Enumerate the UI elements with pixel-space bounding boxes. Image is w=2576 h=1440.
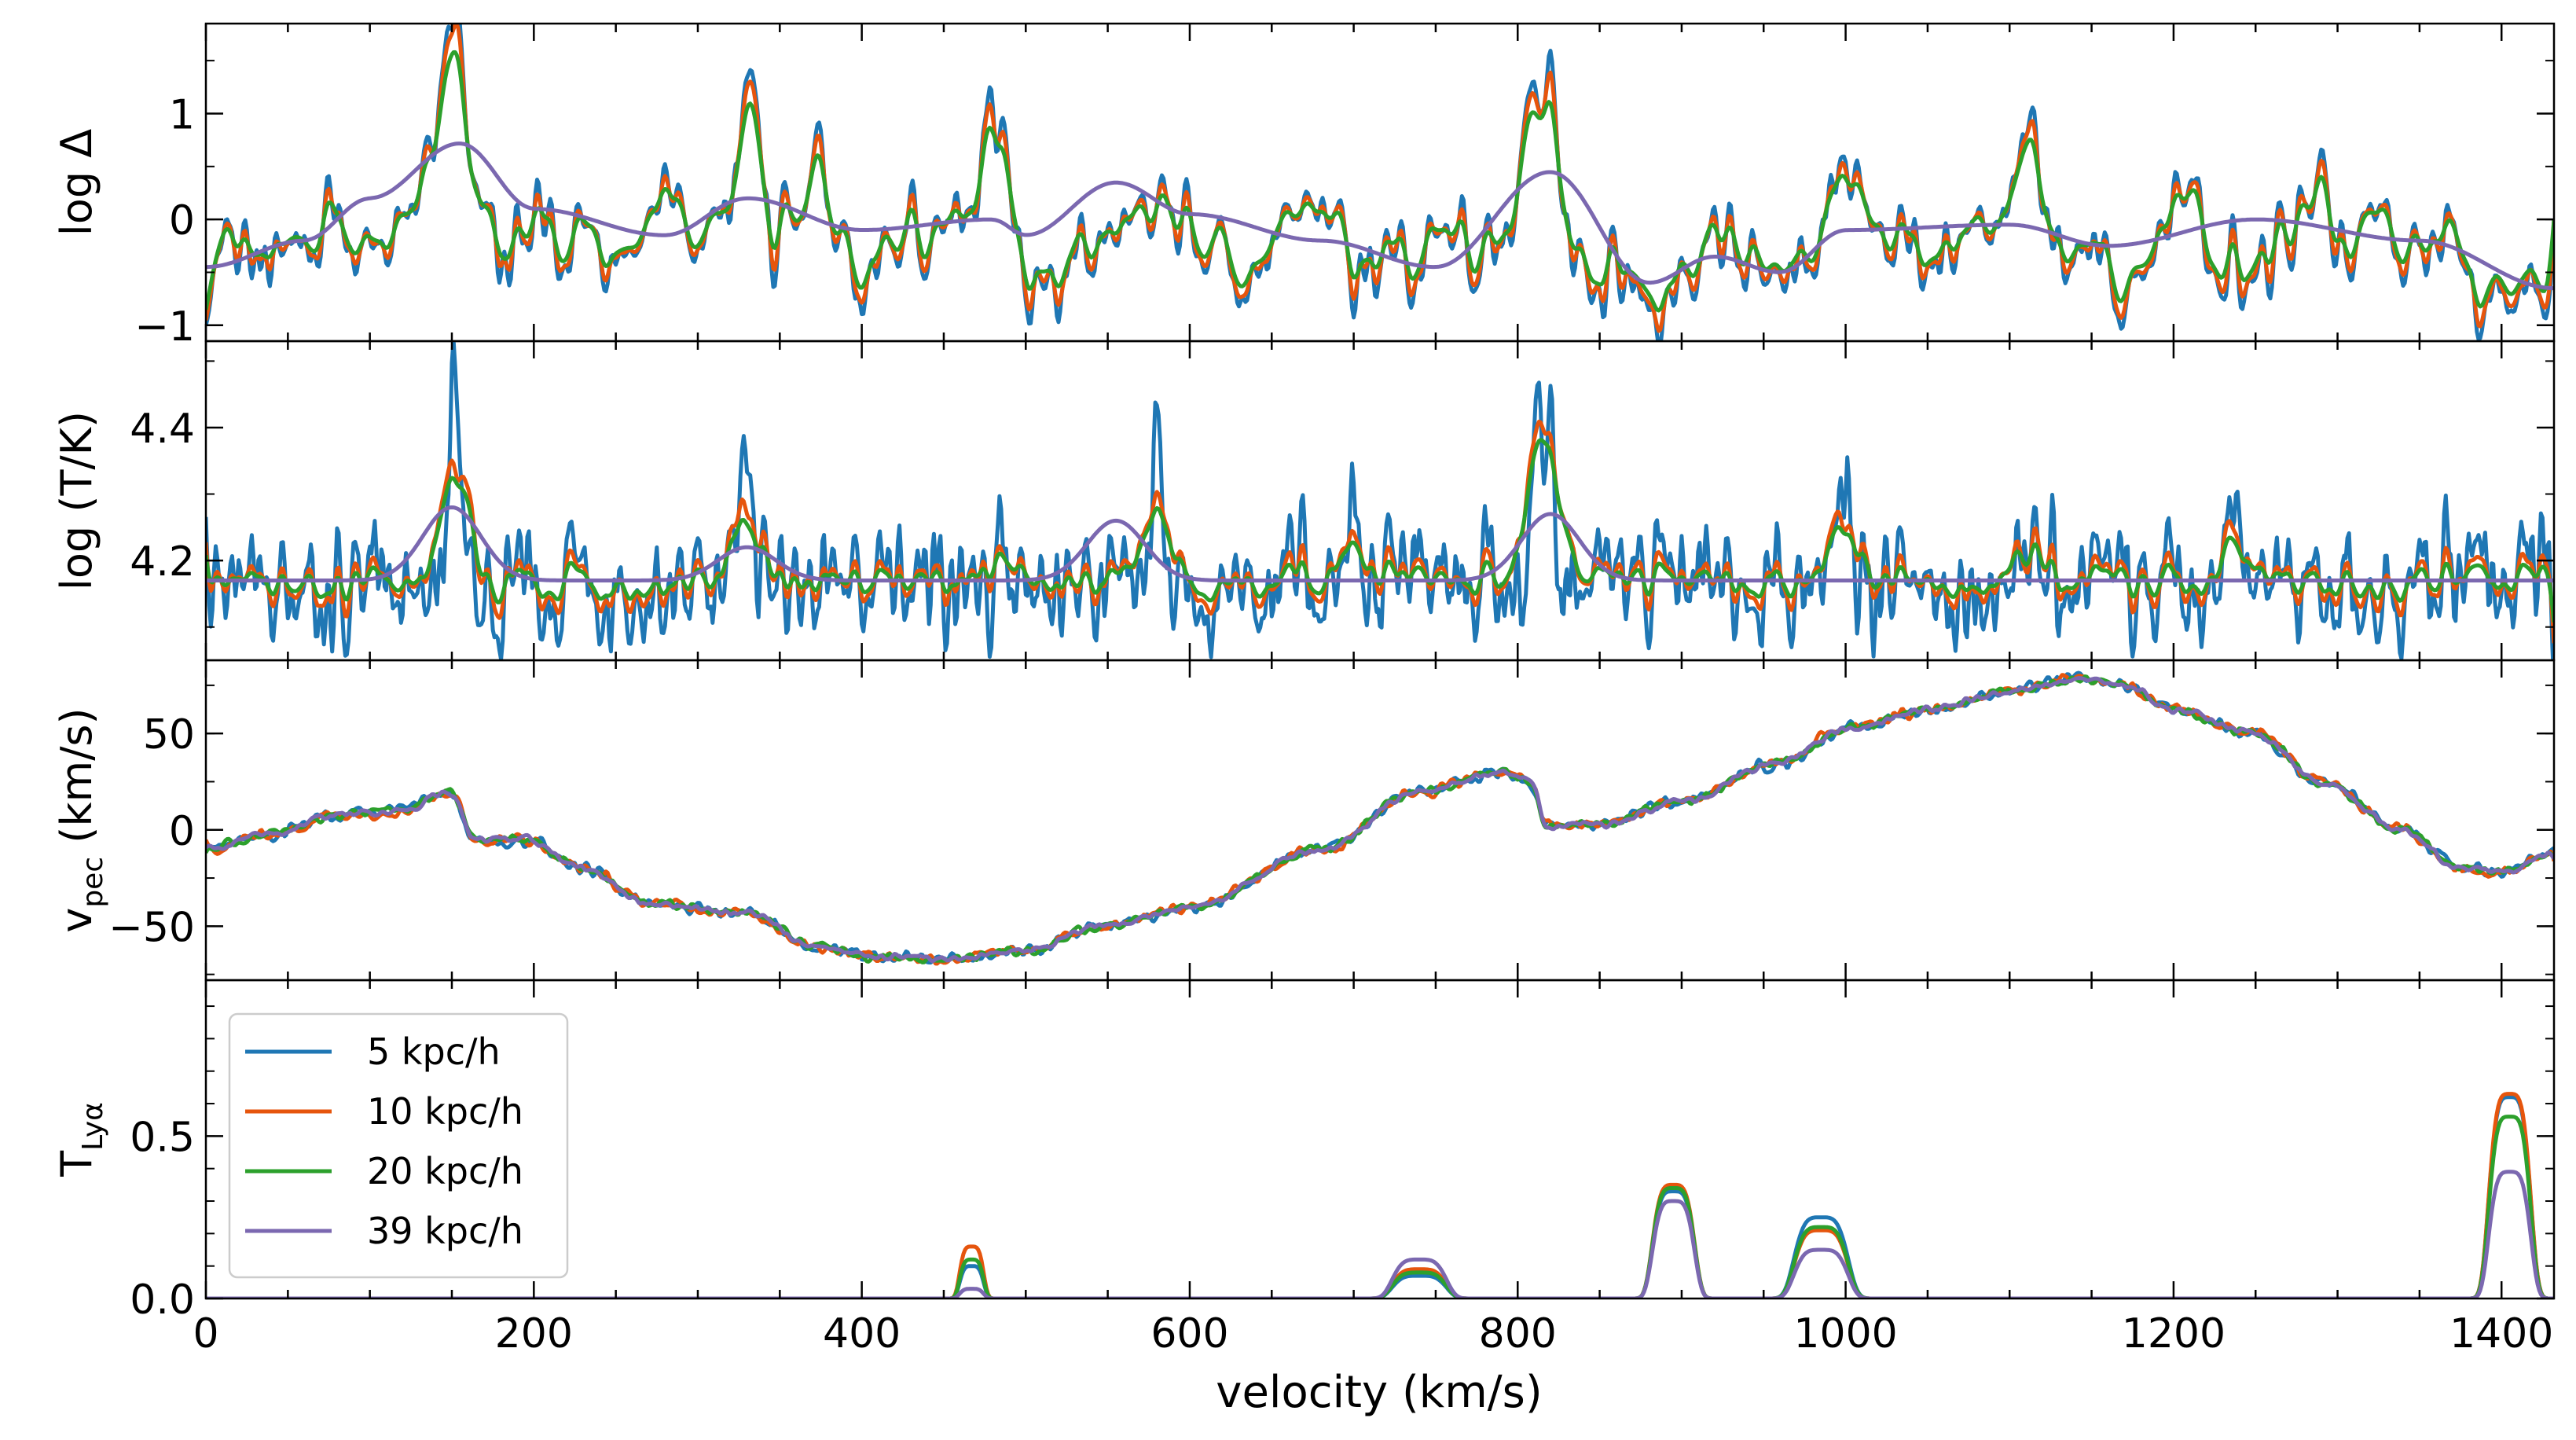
- y-label-main: v: [52, 908, 101, 933]
- y-label-suffix: (km/s): [52, 707, 101, 857]
- legend-label: 5 kpc/h: [367, 1030, 501, 1073]
- panel-transmission: 0.0 0.5 TLyα 0 200 400 600 800 1000 1200 1400 5 kpc…: [52, 979, 2556, 1357]
- y-tick-label: 0.0: [130, 1277, 195, 1324]
- series-line-39-kpc-h: [206, 505, 2554, 582]
- x-axis-label: velocity (km/s): [1216, 1367, 1542, 1418]
- panel-vpec: −50 0 50 vpec (km/s): [52, 659, 2556, 982]
- legend: 5 kpc/h 10 kpc/h 20 kpc/h 39 kpc/h: [228, 1012, 569, 1279]
- y-tick-label: 4.2: [130, 538, 195, 586]
- legend-label: 10 kpc/h: [367, 1090, 523, 1133]
- series-line-39-kpc-h: [206, 141, 2554, 291]
- x-tick-label: 1200: [2122, 1310, 2226, 1357]
- y-tick-label: −1: [134, 303, 195, 351]
- series-line-20-kpc-h: [206, 50, 2554, 313]
- y-label-sub: Lyα: [77, 1102, 109, 1151]
- legend-label: 20 kpc/h: [367, 1150, 523, 1192]
- x-tick-label: 0: [193, 1310, 218, 1357]
- panel-temperature: 4.2 4.4 log (T/K): [52, 340, 2556, 662]
- series-group: [206, 341, 2554, 660]
- panels-layer: −1 0 1 log Δ 4.2 4.4 log (T/K) −50 0 50 vpec (km/s…: [52, 22, 2556, 1357]
- series-group: [206, 670, 2554, 966]
- x-tick-label: 1400: [2449, 1310, 2553, 1357]
- legend-frame: [228, 1012, 569, 1279]
- y-tick-label: 0.5: [130, 1114, 195, 1161]
- series-line-20-kpc-h: [206, 438, 2554, 623]
- y-tick-label: 4.4: [130, 406, 195, 453]
- panel-frame: [204, 979, 2556, 1300]
- y-axis-label: vpec (km/s): [52, 707, 109, 932]
- x-tick-label: 600: [1150, 1310, 1228, 1357]
- y-axis-label: TLyα: [52, 1102, 109, 1177]
- series-group: [206, 24, 2554, 341]
- series-line-39-kpc-h: [206, 676, 2554, 964]
- y-tick-label: −50: [108, 904, 195, 951]
- y-tick-label: 1: [169, 91, 195, 138]
- y-label-main: log Δ: [52, 129, 101, 236]
- y-label-main: log (T/K): [52, 411, 101, 590]
- y-label-main: T: [52, 1150, 101, 1177]
- x-tick-label: 200: [495, 1310, 573, 1357]
- y-label-sub: pec: [77, 857, 109, 908]
- panel-delta: −1 0 1 log Δ: [52, 22, 2556, 351]
- x-tick-label: 1000: [1793, 1310, 1897, 1357]
- x-tick-label: 400: [823, 1310, 901, 1357]
- x-tick-label: 800: [1479, 1310, 1557, 1357]
- y-axis-label: log Δ: [52, 129, 101, 236]
- y-tick-label: 0: [169, 808, 195, 855]
- legend-label: 39 kpc/h: [367, 1210, 523, 1252]
- y-tick-label: 50: [143, 711, 195, 759]
- y-tick-label: 0: [169, 197, 195, 244]
- series-line-39-kpc-h: [206, 1170, 2554, 1299]
- y-axis-label: log (T/K): [52, 411, 101, 590]
